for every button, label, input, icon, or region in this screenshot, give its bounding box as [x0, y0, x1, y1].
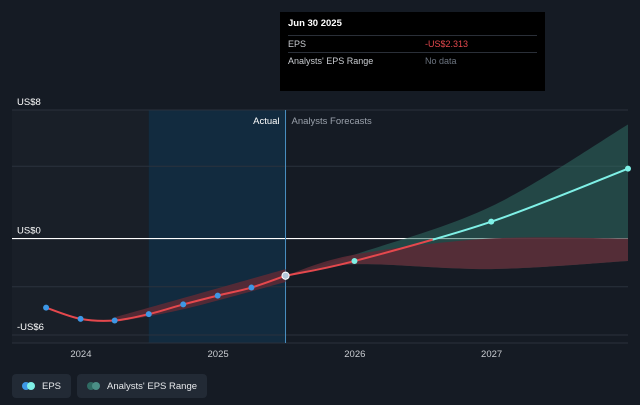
- tooltip-range-label: Analysts' EPS Range: [288, 56, 374, 66]
- past-period-background: [12, 110, 149, 343]
- y-tick-label: -US$6: [17, 322, 44, 333]
- eps-actual-point: [77, 315, 84, 322]
- x-tick-label: 2027: [481, 349, 502, 360]
- chart-tooltip: Jun 30 2025 EPS -US$2.313 Analysts' EPS …: [280, 12, 545, 91]
- tooltip-range-value: No data: [425, 56, 457, 66]
- tooltip-row-range: Analysts' EPS Range No data: [288, 52, 537, 69]
- eps-actual-point: [145, 311, 152, 318]
- tooltip-eps-value: -US$2.313: [425, 39, 469, 49]
- legend-range-label: Analysts' EPS Range: [107, 380, 198, 392]
- x-tick-label: 2026: [344, 349, 365, 360]
- eps-actual-point: [281, 271, 290, 280]
- forecast-region-label: Analysts Forecasts: [292, 116, 372, 127]
- eps-forecast-point: [351, 258, 358, 265]
- eps-actual-point: [43, 304, 50, 311]
- legend-eps-label: EPS: [42, 380, 62, 392]
- eps-actual-point: [214, 292, 221, 299]
- eps-actual-point: [111, 317, 118, 324]
- actual-range-band: [114, 269, 286, 323]
- forecast-range-band-negative: [285, 237, 628, 276]
- legend-item-range[interactable]: Analysts' EPS Range: [77, 374, 208, 398]
- tooltip-eps-label: EPS: [288, 39, 307, 49]
- eps-forecast-point: [625, 165, 631, 172]
- chart-legend: EPS Analysts' EPS Range: [12, 374, 208, 398]
- eps-legend-icon: [22, 382, 36, 390]
- x-tick-label: 2025: [208, 349, 229, 360]
- eps-forecast-point: [488, 218, 495, 225]
- y-tick-label: US$8: [17, 97, 41, 108]
- tooltip-date: Jun 30 2025: [288, 18, 342, 29]
- eps-forecast-line-negative: [285, 238, 433, 277]
- eps-actual-point: [248, 284, 255, 291]
- legend-item-eps[interactable]: EPS: [12, 374, 72, 398]
- eps-actual-point: [180, 301, 187, 308]
- x-tick-label: 2024: [70, 349, 91, 360]
- eps-chart: US$8 US$0 -US$6 2024 2025 2026 2027 Actual Analy…: [12, 97, 631, 360]
- eps-forecast-line-positive: [432, 167, 629, 241]
- actual-region-label: Actual: [253, 116, 279, 127]
- tooltip-row-eps: EPS -US$2.313: [288, 35, 537, 52]
- y-tick-label: US$0: [17, 226, 41, 237]
- range-legend-icon: [87, 382, 101, 390]
